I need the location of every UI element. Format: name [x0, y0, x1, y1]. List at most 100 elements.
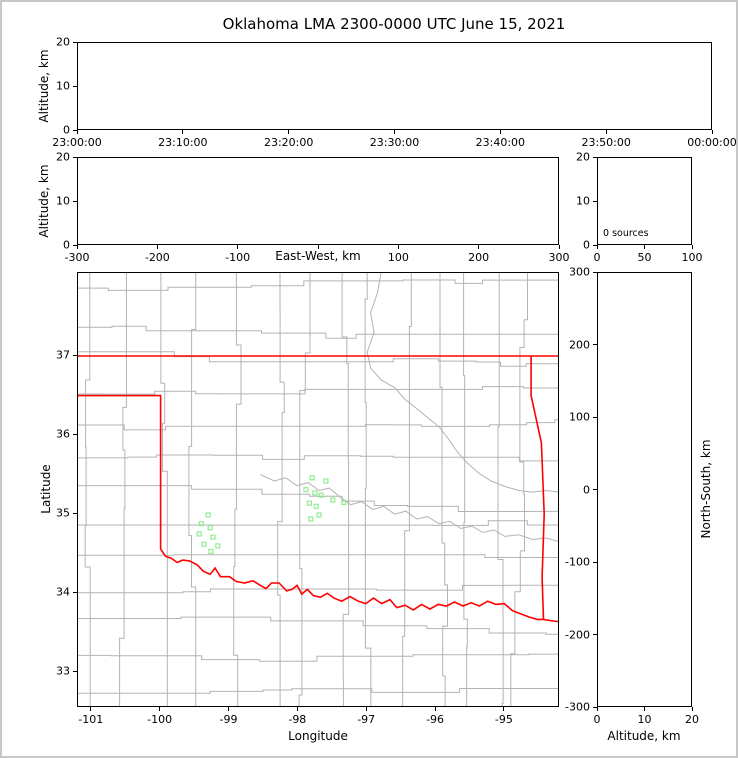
- tick-mark: [365, 707, 367, 711]
- tick-mark: [73, 512, 77, 514]
- x-tick-label: -96: [426, 713, 445, 726]
- y-tick-label: 0: [63, 123, 70, 137]
- x-tick-label: 00:00:00: [687, 136, 737, 149]
- source-point: [316, 512, 322, 518]
- source-point: [313, 503, 319, 509]
- tick-mark: [644, 245, 645, 249]
- xlabel-longitude: Longitude: [288, 729, 348, 743]
- x-tick-label: -100: [147, 713, 173, 726]
- tick-mark: [434, 707, 436, 711]
- county-line: [78, 554, 558, 558]
- tick-mark: [76, 245, 78, 249]
- tick-mark: [397, 245, 399, 249]
- tick-mark: [593, 416, 597, 418]
- tick-mark: [73, 670, 77, 672]
- county-line: [233, 273, 242, 706]
- county-line: [341, 273, 350, 706]
- source-point: [196, 531, 202, 537]
- y-tick-label: 10: [576, 194, 590, 208]
- y-tick-label: 0: [63, 238, 70, 252]
- source-point: [312, 490, 318, 496]
- y-tick-label: 20: [56, 150, 70, 164]
- county-line: [188, 273, 197, 706]
- ylabel-latitude: Latitude: [39, 464, 53, 514]
- x-tick-label: 200: [468, 251, 490, 264]
- sources-count-label: 0 sources: [603, 228, 649, 239]
- tick-mark: [73, 41, 77, 43]
- x-tick-label: 23:10:00: [158, 136, 208, 149]
- x-tick-label: 0: [593, 251, 601, 264]
- panel-altitude-vs-eastwest: [77, 157, 559, 245]
- source-point: [207, 525, 213, 531]
- state-border: [78, 394, 162, 549]
- plan_view-plot-area: [78, 273, 558, 706]
- county-line: [510, 273, 528, 706]
- source-point: [201, 541, 207, 547]
- source-point: [303, 487, 309, 493]
- x-tick-label: 20: [685, 713, 699, 726]
- county-line: [298, 273, 311, 706]
- tick-mark: [499, 130, 501, 134]
- tick-mark: [558, 245, 560, 249]
- ew_height-plot-area: [78, 158, 558, 244]
- tick-mark: [605, 130, 607, 134]
- x-tick-label: 23:20:00: [263, 136, 314, 149]
- county-line: [78, 520, 558, 526]
- panel-plan-view-map: [77, 272, 559, 707]
- tick-mark: [593, 200, 597, 202]
- tick-mark: [593, 489, 597, 490]
- tick-mark: [156, 245, 158, 249]
- river-line: [366, 273, 558, 493]
- county-line: [78, 616, 558, 635]
- y-tick-label: 20: [56, 35, 70, 49]
- y-tick-label: 300: [569, 265, 590, 279]
- x-tick-label: -99: [219, 713, 238, 726]
- county-line: [78, 386, 558, 395]
- x-tick-label: 23:40:00: [475, 136, 526, 149]
- y-tick-label: 34: [56, 585, 70, 599]
- source-point: [205, 512, 211, 518]
- panel-altitude-vs-time: [77, 42, 712, 130]
- x-tick-label: 50: [637, 251, 652, 264]
- tick-mark: [503, 707, 505, 711]
- tick-mark: [593, 156, 597, 158]
- state-border: [530, 356, 546, 620]
- tick-mark: [593, 244, 597, 246]
- county-line: [78, 279, 558, 291]
- tick-mark: [596, 245, 598, 249]
- source-point: [215, 543, 221, 549]
- xlabel-altitude-ns: Altitude, km: [607, 729, 681, 743]
- tick-mark: [73, 129, 77, 131]
- tick-mark: [711, 130, 713, 134]
- x-tick-label: -98: [288, 713, 307, 726]
- county-line: [277, 273, 285, 706]
- tick-mark: [317, 245, 319, 249]
- x-tick-label: -97: [357, 713, 376, 726]
- county-line: [78, 653, 558, 662]
- tick-mark: [296, 707, 298, 711]
- tick-mark: [394, 130, 395, 134]
- county-line: [78, 454, 558, 462]
- tick-mark: [73, 433, 77, 435]
- source-point: [323, 478, 329, 484]
- source-point: [330, 497, 336, 503]
- county-line: [84, 273, 91, 706]
- tick-mark: [237, 245, 239, 249]
- tick-mark: [644, 707, 645, 711]
- source-point: [318, 492, 324, 498]
- ns_height-plot-area: [598, 273, 691, 706]
- x-tick-label: 0: [593, 713, 601, 726]
- x-tick-label: -200: [144, 251, 170, 264]
- y-tick-label: 10: [56, 79, 70, 93]
- tick-mark: [76, 130, 78, 134]
- county-line: [78, 688, 558, 694]
- tick-mark: [593, 634, 597, 635]
- tick-mark: [73, 244, 77, 246]
- y-tick-label: -300: [565, 700, 590, 714]
- source-point: [198, 521, 204, 527]
- county-line: [78, 325, 558, 339]
- y-tick-label: -100: [565, 555, 590, 569]
- tick-mark: [73, 85, 77, 87]
- y-tick-label: 20: [576, 150, 590, 164]
